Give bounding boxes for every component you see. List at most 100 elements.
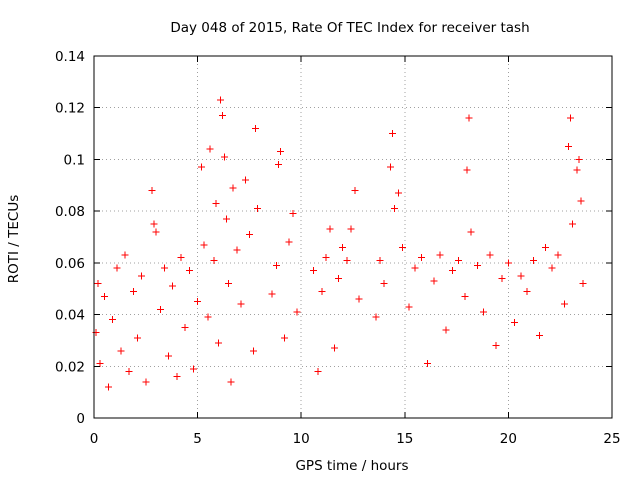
data-point [156, 305, 164, 313]
data-point [274, 161, 282, 169]
data-point [564, 143, 572, 150]
y-tick-label: 0.14 [55, 49, 85, 65]
x-tick-label: 25 [603, 431, 620, 447]
data-point [548, 264, 556, 272]
data-point [173, 373, 181, 381]
data-point [198, 163, 206, 171]
data-point [204, 313, 212, 321]
data-point [455, 256, 463, 264]
data-point [109, 316, 117, 324]
data-point [498, 274, 506, 282]
data-point [189, 365, 197, 373]
data-point [424, 360, 432, 368]
data-point [314, 367, 322, 375]
data-point [214, 339, 222, 347]
chart-title: Day 048 of 2015, Rate Of TEC Index for r… [170, 20, 529, 36]
data-point [535, 331, 543, 339]
y-tick-label: 0.08 [55, 204, 85, 220]
x-tick-label: 15 [396, 431, 413, 447]
data-point [388, 130, 396, 138]
data-point [380, 280, 388, 288]
data-point [221, 153, 229, 161]
data-point [442, 326, 450, 334]
x-tick-label: 0 [90, 431, 99, 447]
data-point [523, 287, 531, 295]
data-point [467, 228, 475, 236]
data-point [289, 210, 297, 218]
data-point [121, 251, 129, 259]
x-tick-label: 20 [500, 431, 517, 447]
data-point [165, 352, 173, 360]
data-point [554, 251, 562, 259]
data-point [206, 145, 214, 153]
data-point [237, 300, 245, 308]
y-tick-label: 0.02 [55, 359, 85, 375]
data-point [318, 287, 326, 295]
data-point [138, 272, 146, 280]
data-point [322, 254, 330, 262]
data-point [94, 280, 102, 288]
data-point [430, 277, 438, 285]
data-point [272, 261, 280, 269]
data-point [169, 282, 177, 290]
data-point [227, 378, 235, 386]
data-point [310, 267, 318, 275]
data-point [200, 241, 208, 249]
data-point [486, 251, 494, 259]
data-point [386, 163, 394, 171]
data-point [100, 292, 108, 300]
data-point [160, 264, 168, 272]
data-point [504, 259, 512, 267]
grid-lines [94, 56, 612, 418]
data-point [577, 197, 585, 205]
data-point [113, 264, 121, 272]
data-point [511, 318, 519, 326]
data-point [436, 251, 444, 259]
data-point [293, 308, 301, 316]
data-point [473, 261, 481, 269]
data-point [567, 114, 575, 122]
data-point [347, 225, 355, 233]
data-point [225, 280, 233, 288]
data-point [210, 256, 218, 264]
data-point [411, 264, 419, 272]
y-tick-label: 0.1 [64, 152, 85, 168]
data-point [105, 383, 113, 391]
data-point [417, 254, 425, 262]
y-axis-label: ROTI / TECUs [6, 195, 22, 283]
data-point [252, 124, 260, 132]
data-point [480, 308, 488, 316]
data-point [181, 324, 189, 331]
data-point [250, 347, 258, 355]
data-point [492, 342, 500, 350]
data-point [461, 292, 469, 300]
data-point [573, 166, 581, 174]
data-point [194, 298, 202, 306]
data-point [285, 238, 293, 246]
data-point [233, 246, 241, 254]
data-point [241, 176, 249, 184]
data-point [376, 256, 384, 264]
data-point [223, 215, 231, 223]
data-point [575, 155, 583, 163]
data-point [339, 243, 347, 251]
y-tick-label: 0.12 [55, 101, 85, 117]
data-point [395, 189, 403, 197]
data-point [399, 243, 407, 251]
data-point [355, 295, 363, 303]
y-tick-label: 0 [76, 411, 85, 427]
data-point [185, 267, 193, 275]
data-point [463, 166, 471, 174]
data-point [152, 228, 160, 236]
data-point [134, 334, 142, 342]
y-tick-label: 0.06 [55, 256, 85, 272]
data-point [372, 313, 380, 321]
data-point [142, 378, 150, 386]
data-point [268, 290, 276, 298]
data-point [129, 287, 137, 295]
data-point [218, 111, 226, 119]
data-points [92, 96, 587, 391]
data-point [579, 280, 587, 288]
